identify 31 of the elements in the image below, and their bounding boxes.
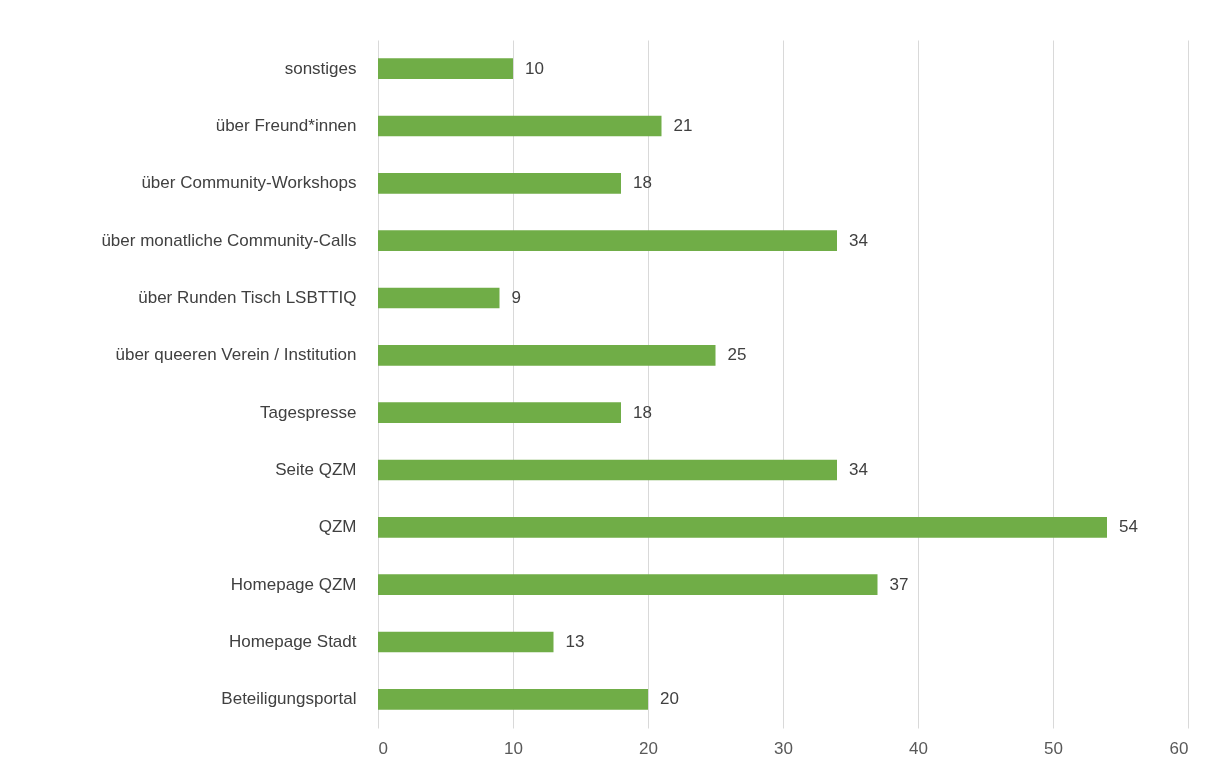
x-tick-label: 30 (774, 738, 793, 758)
data-label: 18 (633, 173, 652, 193)
y-tick-label: über Freund*innen (215, 116, 357, 135)
data-label: 18 (633, 402, 652, 422)
y-tick-label: über Runden Tisch LSBTTIQ (138, 288, 357, 307)
x-tick-label: 50 (1044, 738, 1063, 758)
y-tick-label: über monatliche Community-Calls (101, 230, 357, 250)
x-tick-label: 40 (909, 738, 928, 758)
data-label: 37 (889, 574, 909, 594)
y-tick-label: Beteiligungsportal (221, 689, 357, 709)
data-label: 21 (673, 116, 693, 135)
data-label: 20 (660, 689, 679, 709)
data-label: 13 (565, 632, 585, 651)
y-tick-label: Homepage QZM (230, 574, 357, 594)
y-tick-label: sonstiges (284, 58, 357, 78)
y-tick-label: Seite QZM (275, 460, 357, 479)
x-tick-label: 20 (639, 738, 658, 758)
y-tick-label: über queeren Verein / Institution (115, 345, 357, 365)
data-label: 9 (511, 288, 521, 307)
data-label: 54 (1119, 517, 1138, 537)
y-tick-label: Homepage Stadt (228, 632, 357, 651)
data-label: 10 (525, 58, 544, 78)
data-label: 25 (727, 345, 747, 365)
data-label: 34 (849, 230, 868, 250)
y-tick-label: über Community-Workshops (141, 173, 357, 193)
y-tick-label: Tagespresse (260, 402, 357, 422)
x-tick-label: 10 (504, 738, 523, 758)
y-tick-label: QZM (318, 517, 357, 537)
x-tick-label: 0 (378, 738, 388, 758)
x-tick-label: 60 (1169, 738, 1189, 758)
data-label: 34 (849, 460, 868, 479)
